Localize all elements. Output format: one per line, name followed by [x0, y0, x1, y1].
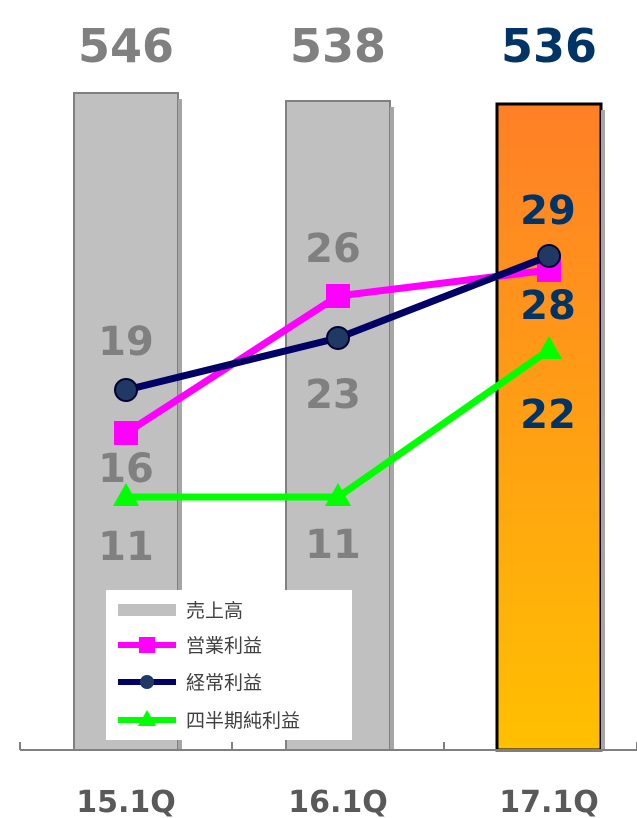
bar-shadow — [601, 110, 605, 750]
legend-marker — [140, 675, 154, 689]
point-marker — [326, 326, 350, 350]
legend-label: 売上高 — [186, 600, 243, 622]
legend-label: 四半期純利益 — [186, 710, 300, 732]
point-marker — [114, 378, 138, 402]
point-marker — [536, 336, 562, 359]
data-label: 19 — [98, 319, 154, 365]
bar-total-label: 536 — [501, 19, 597, 73]
legend-swatch — [118, 604, 176, 616]
data-label: 22 — [520, 392, 576, 438]
point-marker — [325, 483, 351, 506]
point-marker — [113, 483, 139, 506]
legend-marker — [139, 637, 155, 653]
bar-shadow — [178, 99, 182, 750]
bar-total-label: 538 — [290, 19, 386, 73]
point-marker — [326, 284, 350, 308]
data-label: 11 — [98, 524, 154, 570]
legend-marker — [138, 710, 156, 726]
point-marker — [114, 421, 138, 445]
data-label: 16 — [98, 446, 154, 492]
point-marker — [537, 244, 561, 268]
x-tick-label: 16.1Q — [288, 785, 388, 818]
data-label: 28 — [520, 283, 576, 329]
x-tick-label: 17.1Q — [499, 785, 599, 818]
data-label: 11 — [305, 522, 361, 568]
data-label: 29 — [520, 188, 576, 234]
data-label: 26 — [305, 226, 361, 272]
legend-label: 経常利益 — [186, 672, 262, 694]
bar-total-label: 546 — [78, 19, 174, 73]
legend-label: 営業利益 — [186, 635, 262, 657]
bar-shadow — [390, 107, 394, 750]
data-label: 23 — [305, 372, 361, 418]
x-tick-label: 15.1Q — [76, 785, 176, 818]
